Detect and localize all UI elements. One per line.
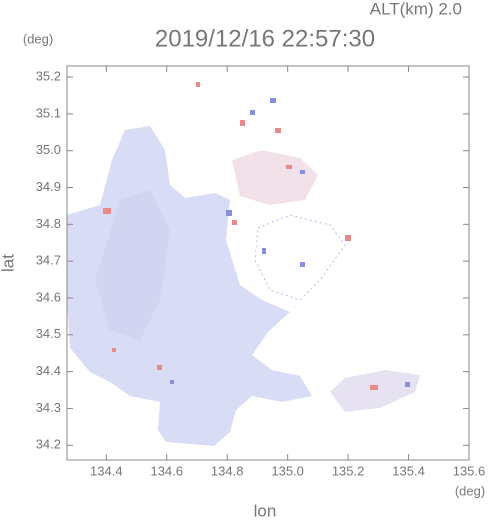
y-tick-label: 34.7 xyxy=(36,253,61,268)
x-unit: (deg) xyxy=(455,483,485,498)
y-tick-label: 34.8 xyxy=(36,216,61,231)
x-tick-label: 135.6 xyxy=(453,463,486,478)
x-tick-label: 135.4 xyxy=(392,463,425,478)
y-tick-label: 34.9 xyxy=(36,179,61,194)
y-tick-label: 35.2 xyxy=(36,68,61,83)
y-unit: (deg) xyxy=(23,31,53,46)
x-tick-label: 134.8 xyxy=(211,463,244,478)
x-tick-label: 134.6 xyxy=(150,463,183,478)
x-tick-label: 135.0 xyxy=(271,463,304,478)
y-tick-label: 34.5 xyxy=(36,326,61,341)
y-tick-label: 35.1 xyxy=(36,105,61,120)
y-axis-label: lat xyxy=(0,254,17,272)
plot-frame xyxy=(66,65,470,461)
x-tick-label: 135.2 xyxy=(332,463,365,478)
altitude: ALT(km) 2.0 xyxy=(370,0,462,18)
y-tick-label: 35.0 xyxy=(36,142,61,157)
y-tick-label: 34.4 xyxy=(36,363,61,378)
echo-field xyxy=(67,82,420,446)
y-tick-label: 34.6 xyxy=(36,289,61,304)
y-tick-label: 34.3 xyxy=(36,400,61,415)
chart-title: 2019/12/16 22:57:30 xyxy=(155,25,375,52)
y-tick-label: 34.2 xyxy=(36,437,61,452)
x-tick-label: 134.4 xyxy=(90,463,123,478)
x-axis-label: lon xyxy=(254,501,277,520)
